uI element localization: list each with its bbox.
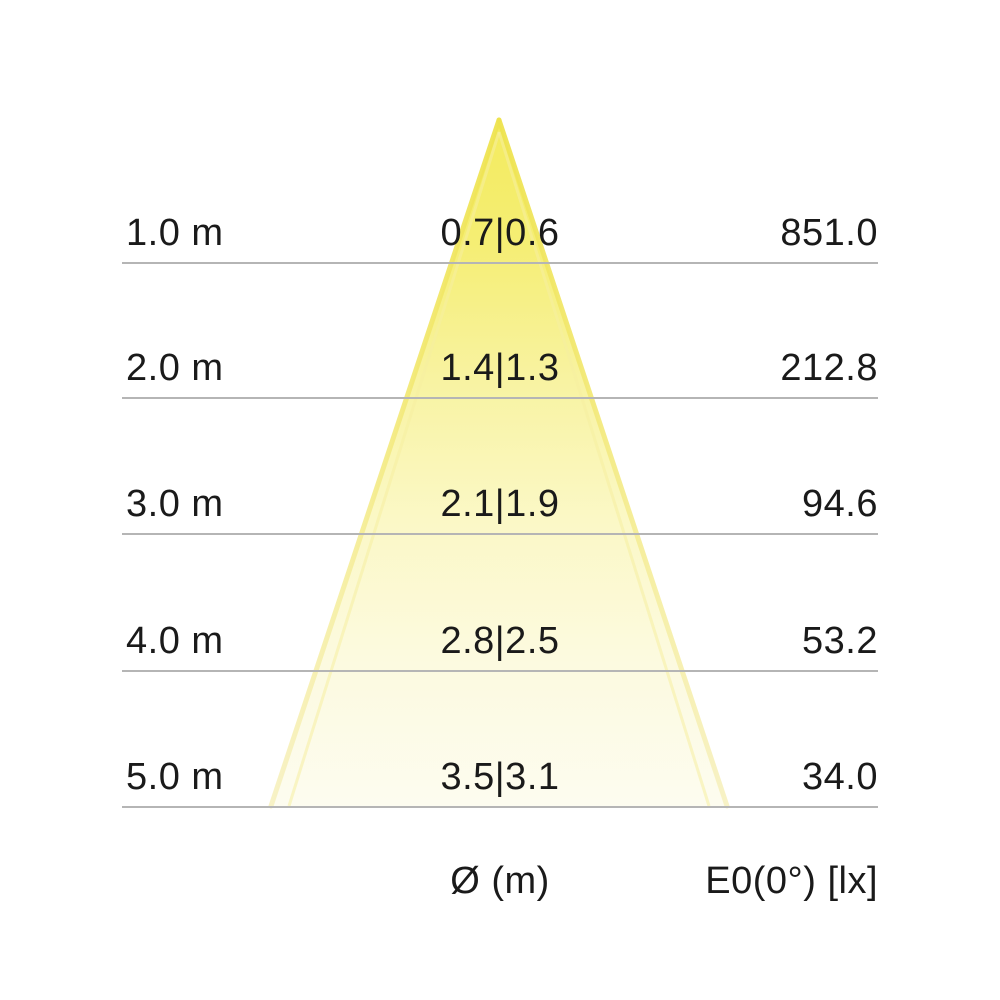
row-distance-label: 5.0 m	[126, 756, 224, 798]
row-illuminance-label: 53.2	[802, 620, 878, 662]
row-diameter-label: 2.8|2.5	[440, 620, 560, 662]
axis-caption-diameter: Ø (m)	[450, 860, 550, 902]
row-distance-label: 2.0 m	[126, 347, 224, 389]
beam-cone-fill	[271, 120, 727, 806]
beam-edge-right	[496, 117, 730, 809]
axis-caption-illuminance: E0(0°) [lx]	[705, 860, 878, 902]
grid-line	[122, 533, 878, 535]
beam-inner-edge-right	[497, 131, 711, 807]
grid-line	[122, 397, 878, 399]
grid-line	[122, 262, 878, 264]
row-distance-label: 4.0 m	[126, 620, 224, 662]
row-distance-label: 3.0 m	[126, 483, 224, 525]
row-diameter-label: 3.5|3.1	[440, 756, 560, 798]
row-diameter-label: 0.7|0.6	[440, 212, 560, 254]
grid-line	[122, 806, 878, 808]
row-diameter-label: 2.1|1.9	[440, 483, 560, 525]
row-diameter-label: 1.4|1.3	[440, 347, 560, 389]
row-illuminance-label: 851.0	[780, 212, 878, 254]
beam-inner-edge-left	[287, 131, 501, 807]
grid-line	[122, 670, 878, 672]
row-illuminance-label: 212.8	[780, 347, 878, 389]
beam-edge-left	[268, 117, 502, 809]
row-distance-label: 1.0 m	[126, 212, 224, 254]
row-illuminance-label: 94.6	[802, 483, 878, 525]
row-illuminance-label: 34.0	[802, 756, 878, 798]
